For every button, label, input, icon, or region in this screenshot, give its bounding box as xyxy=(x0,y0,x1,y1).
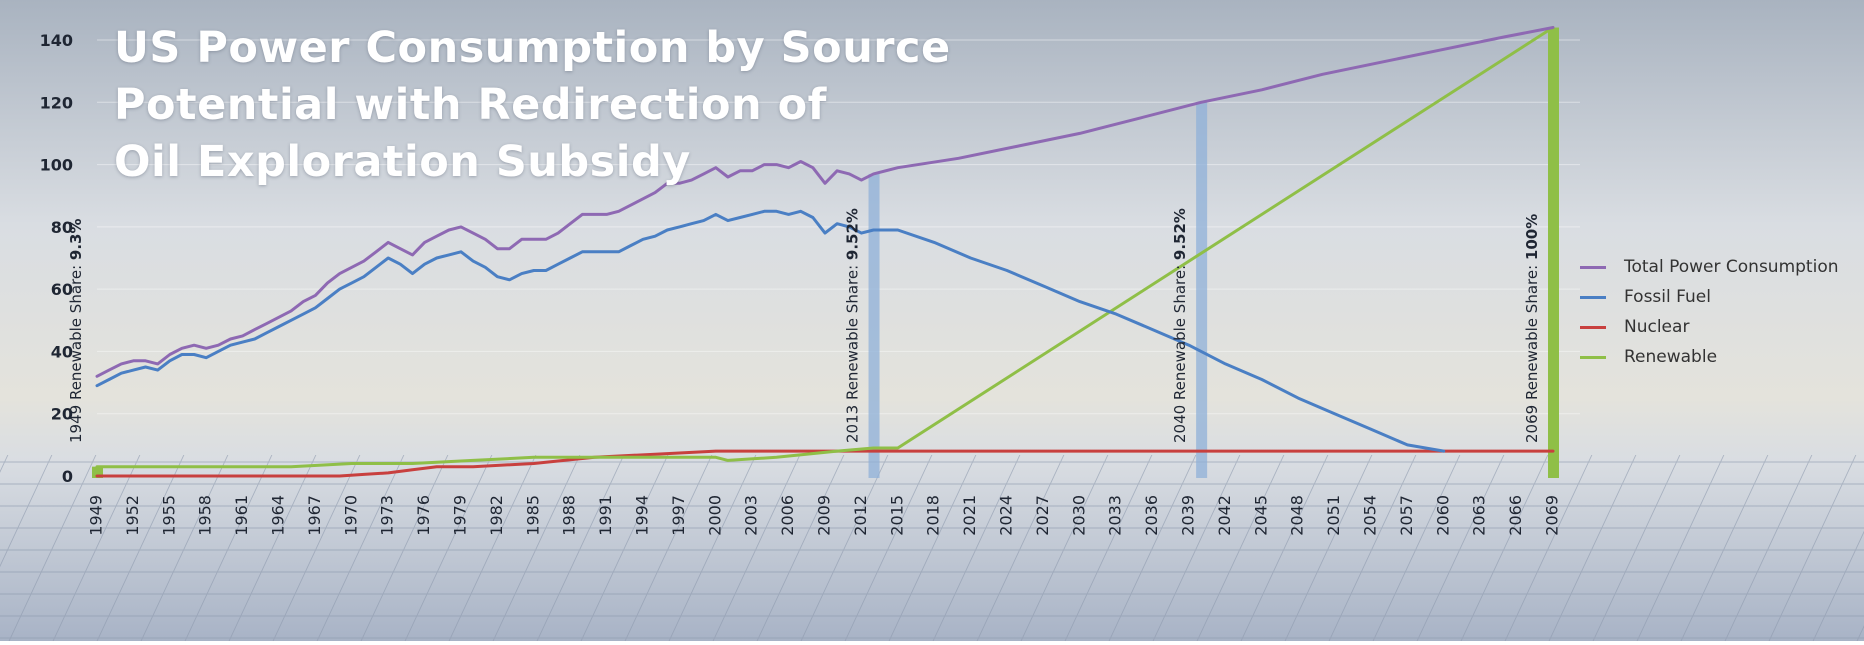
annotation-label: 2069 Renewable Share: 100% xyxy=(1523,214,1541,443)
x-tick-label: 1961 xyxy=(232,495,251,536)
series-lines xyxy=(95,26,1555,478)
legend-item-total: Total Power Consumption xyxy=(1580,252,1839,282)
legend-swatch-nuclear xyxy=(1580,325,1606,329)
x-tick-label: 2015 xyxy=(887,495,906,536)
y-tick-label: 20 xyxy=(51,405,73,424)
x-tick-label: 1976 xyxy=(414,495,433,536)
x-tick-label: 2051 xyxy=(1324,495,1343,536)
y-tick-label: 60 xyxy=(51,280,73,299)
x-tick-label: 1973 xyxy=(378,495,397,536)
x-tick-label: 1988 xyxy=(560,495,579,536)
x-tick-label: 1958 xyxy=(196,495,215,536)
x-tick-label: 1994 xyxy=(633,495,652,536)
y-tick-label: 140 xyxy=(40,31,73,50)
annotation-markers xyxy=(92,27,1559,479)
x-tick-label: 1982 xyxy=(487,495,506,536)
annotation-label: 2040 Renewable Share: 9.52% xyxy=(1171,208,1189,443)
legend: Total Power Consumption Fossil Fuel Nucl… xyxy=(1580,252,1839,372)
x-tick-label: 2039 xyxy=(1179,495,1198,536)
x-tick-label: 1964 xyxy=(269,495,288,536)
x-tick-label: 1967 xyxy=(305,495,324,536)
y-tick-label: 80 xyxy=(51,218,73,237)
x-tick-label: 2024 xyxy=(997,495,1016,536)
solar-panel-field xyxy=(0,455,1864,641)
gridlines xyxy=(97,39,1580,415)
legend-item-renewable: Renewable xyxy=(1580,342,1839,372)
y-tick-label: 0 xyxy=(62,467,73,486)
x-tick-label: 2003 xyxy=(742,495,761,536)
x-tick-label: 2054 xyxy=(1361,495,1380,536)
x-tick-label: 2069 xyxy=(1543,495,1562,536)
legend-swatch-total xyxy=(1580,265,1606,269)
annotation-label: 1949 Renewable Share: 9.3% xyxy=(67,218,85,443)
legend-label-fossil: Fossil Fuel xyxy=(1624,287,1711,307)
x-tick-label: 1949 xyxy=(87,495,106,536)
x-tick-label: 2060 xyxy=(1433,495,1452,536)
x-tick-label: 1979 xyxy=(451,495,470,536)
x-tick-label: 2018 xyxy=(924,495,943,536)
series-line-nuclear xyxy=(95,449,1555,478)
x-tick-label: 2021 xyxy=(960,495,979,536)
x-tick-label: 1997 xyxy=(669,495,688,536)
x-tick-label: 2000 xyxy=(705,495,724,536)
annotation-bar xyxy=(92,466,103,478)
legend-label-total: Total Power Consumption xyxy=(1624,257,1839,277)
x-tick-label: 2036 xyxy=(1142,495,1161,536)
x-tick-label: 2066 xyxy=(1506,495,1525,536)
x-tick-label: 2063 xyxy=(1470,495,1489,536)
x-tick-label: 2048 xyxy=(1288,495,1307,536)
x-tick-label: 2033 xyxy=(1106,495,1125,536)
x-tick-label: 1991 xyxy=(596,495,615,536)
chart-title: US Power Consumption by Source Potential… xyxy=(114,20,951,191)
x-tick-label: 1952 xyxy=(123,495,142,536)
annotation-bar xyxy=(868,173,880,478)
x-tick-label: 2042 xyxy=(1215,495,1234,536)
series-line-fossil xyxy=(95,209,1446,453)
annotation-labels: 1949 Renewable Share: 9.3% 2013 Renewable… xyxy=(67,208,1541,443)
legend-label-renewable: Renewable xyxy=(1624,347,1718,367)
x-tick-label: 1985 xyxy=(523,495,542,536)
legend-item-nuclear: Nuclear xyxy=(1580,312,1839,342)
x-tick-label: 2009 xyxy=(815,495,834,536)
y-axis: 0 20 40 60 80 100 120 140 xyxy=(40,31,73,486)
y-tick-label: 120 xyxy=(40,93,73,112)
annotation-bar xyxy=(1196,102,1208,479)
y-tick-label: 100 xyxy=(40,156,73,175)
series-line-renewable xyxy=(95,26,1555,469)
x-tick-label: 1955 xyxy=(159,495,178,536)
chart-title-line-1: US Power Consumption by Source xyxy=(114,23,951,73)
annotation-bar xyxy=(1548,27,1559,479)
legend-swatch-fossil xyxy=(1580,295,1606,299)
x-axis: 1949 1952 1955 1958 1961 1964 1967 1970 1973 1976… xyxy=(87,495,1562,536)
y-tick-label: 40 xyxy=(51,342,73,361)
x-tick-label: 2012 xyxy=(851,495,870,536)
legend-swatch-renewable xyxy=(1580,355,1606,359)
annotation-label: 2013 Renewable Share: 9.52% xyxy=(844,208,862,443)
x-tick-label: 2045 xyxy=(1251,495,1270,536)
x-tick-label: 2030 xyxy=(1069,495,1088,536)
chart-title-line-3: Oil Exploration Subsidy xyxy=(114,137,691,187)
x-tick-label: 1970 xyxy=(341,495,360,536)
x-tick-label: 2006 xyxy=(778,495,797,536)
x-tick-label: 2027 xyxy=(1033,495,1052,536)
x-tick-label: 2057 xyxy=(1397,495,1416,536)
legend-label-nuclear: Nuclear xyxy=(1624,317,1690,337)
chart-title-line-2: Potential with Redirection of xyxy=(114,80,827,130)
legend-item-fossil: Fossil Fuel xyxy=(1580,282,1839,312)
series-line-total xyxy=(95,26,1555,378)
